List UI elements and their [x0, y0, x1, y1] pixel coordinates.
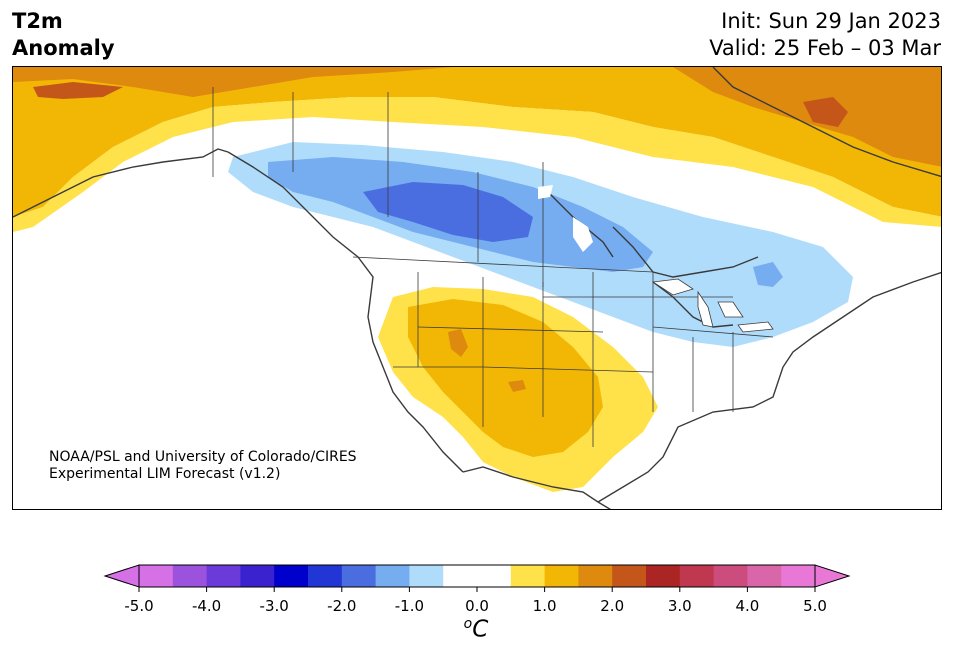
colorbar-tick-label: -2.0 [327, 597, 357, 615]
colorbar-swatch [747, 565, 782, 587]
colorbar-over-arrow [814, 564, 851, 588]
data-credit: NOAA/PSL and University of Colorado/CIRE… [49, 449, 357, 483]
colorbar-tick-label: 4.0 [735, 597, 760, 615]
colorbar-swatch [443, 565, 478, 587]
colorbar-swatch [646, 565, 681, 587]
colorbar-swatch [375, 565, 410, 587]
warm-anomaly-greenland-core [803, 97, 848, 127]
colorbar-swatch [341, 565, 377, 587]
valid-range: Valid: 25 Feb – 03 Mar [709, 36, 941, 60]
colorbar-swatch [206, 565, 241, 587]
hudson-region-lakes [538, 185, 593, 252]
colorbar-tick-label: -5.0 [124, 597, 154, 615]
colorbar-swatch [308, 565, 343, 587]
colorbar-swatch [781, 565, 816, 587]
colorbar-swatch [240, 565, 275, 587]
colorbar-swatch [139, 565, 174, 587]
colorbar-swatch [679, 565, 715, 587]
anomaly-map [12, 66, 942, 510]
warm-anomaly-core-a [448, 329, 468, 357]
colorbar-graphic [103, 564, 851, 592]
warm-anomaly-north-light [13, 97, 941, 232]
colorbar-swatch [510, 565, 546, 587]
warm-anomaly-core-b [508, 380, 526, 392]
great-lakes [651, 278, 774, 333]
title-line-2: Anomaly [12, 36, 115, 60]
colorbar-tick-label: -1.0 [394, 597, 425, 615]
colorbar-tick-label: 0.0 [465, 597, 489, 615]
colorbar-swatch [477, 565, 512, 587]
date-info: Init: Sun 29 Jan 2023 Valid: 25 Feb – 03… [709, 8, 941, 62]
colorbar-under-arrow [103, 564, 140, 588]
colorbar-tick-label: -3.0 [259, 597, 289, 615]
map-title: T2m Anomaly [12, 8, 115, 62]
warm-anomaly-alaska-core [33, 82, 123, 99]
colorbar-tick-label: 5.0 [803, 597, 827, 615]
colorbar-tick-label: 3.0 [667, 597, 692, 615]
cold-anomaly-core [363, 182, 533, 242]
colorbar-swatch [544, 565, 579, 587]
colorbar-swatch [172, 565, 208, 587]
colorbar-swatch [612, 565, 647, 587]
credit-line-2: Experimental LIM Forecast (v1.2) [49, 466, 281, 482]
colorbar-swatch [713, 565, 748, 587]
warm-anomaly-greenland [673, 67, 941, 167]
credit-line-1: NOAA/PSL and University of Colorado/CIRE… [49, 449, 357, 465]
colorbar-swatch [274, 565, 309, 587]
political-borders [212, 87, 774, 447]
warm-anomaly-north [13, 67, 941, 217]
coastlines [13, 67, 941, 509]
colorbar-tick-label: -4.0 [191, 597, 222, 615]
colorbar-tick-label: 2.0 [600, 597, 625, 615]
colorbar-tick-label: 1.0 [532, 597, 557, 615]
colorbar-swatch [578, 565, 613, 587]
map-canvas [13, 67, 941, 509]
init-date: Init: Sun 29 Jan 2023 [721, 9, 941, 33]
colorbar-swatch [409, 565, 444, 587]
colorbar-unit: oC [463, 616, 489, 643]
colorbar: -5.0 -4.0 -3.0 -2.0 -1.0 0.0 1.0 2.0 3.0 4.0 5.0 o… [0, 560, 953, 656]
warm-anomaly-north-dark [13, 67, 453, 97]
title-line-1: T2m [12, 9, 63, 33]
cold-anomaly-east-spot [753, 262, 783, 287]
